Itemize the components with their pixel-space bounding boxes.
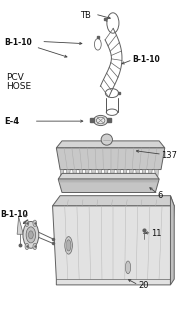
- Polygon shape: [73, 170, 77, 177]
- Polygon shape: [17, 217, 23, 234]
- Text: 20: 20: [138, 281, 149, 290]
- Polygon shape: [85, 170, 89, 177]
- Polygon shape: [104, 170, 108, 177]
- Polygon shape: [129, 170, 133, 177]
- Polygon shape: [60, 170, 64, 177]
- Ellipse shape: [66, 240, 71, 251]
- Polygon shape: [142, 170, 146, 177]
- Circle shape: [33, 243, 37, 250]
- Polygon shape: [123, 170, 127, 177]
- Circle shape: [23, 221, 39, 248]
- Circle shape: [25, 220, 29, 227]
- Circle shape: [33, 220, 37, 227]
- Text: PCV
HOSE: PCV HOSE: [6, 73, 32, 91]
- Polygon shape: [92, 170, 95, 177]
- Text: B-1-10: B-1-10: [1, 210, 28, 219]
- Text: E-4: E-4: [5, 116, 20, 126]
- Text: TB: TB: [80, 11, 91, 20]
- Text: 6: 6: [157, 190, 163, 200]
- Circle shape: [25, 243, 29, 250]
- Polygon shape: [148, 170, 152, 177]
- Circle shape: [26, 227, 36, 243]
- Polygon shape: [136, 170, 140, 177]
- Polygon shape: [98, 170, 102, 177]
- Polygon shape: [170, 196, 174, 285]
- Polygon shape: [56, 141, 165, 148]
- Polygon shape: [58, 173, 159, 179]
- Polygon shape: [66, 170, 70, 177]
- Circle shape: [28, 231, 33, 239]
- Polygon shape: [58, 179, 159, 193]
- Ellipse shape: [101, 134, 112, 145]
- Polygon shape: [111, 170, 114, 177]
- Polygon shape: [79, 170, 83, 177]
- Ellipse shape: [125, 261, 131, 274]
- Polygon shape: [53, 206, 174, 285]
- Text: B-1-10: B-1-10: [5, 38, 32, 47]
- Text: B-1-10: B-1-10: [133, 55, 161, 64]
- Ellipse shape: [94, 116, 108, 125]
- Text: 137: 137: [161, 151, 177, 160]
- Polygon shape: [56, 148, 165, 170]
- Text: 11: 11: [152, 229, 162, 238]
- Polygon shape: [155, 170, 158, 177]
- Polygon shape: [117, 170, 121, 177]
- Polygon shape: [53, 196, 174, 206]
- Ellipse shape: [65, 236, 72, 254]
